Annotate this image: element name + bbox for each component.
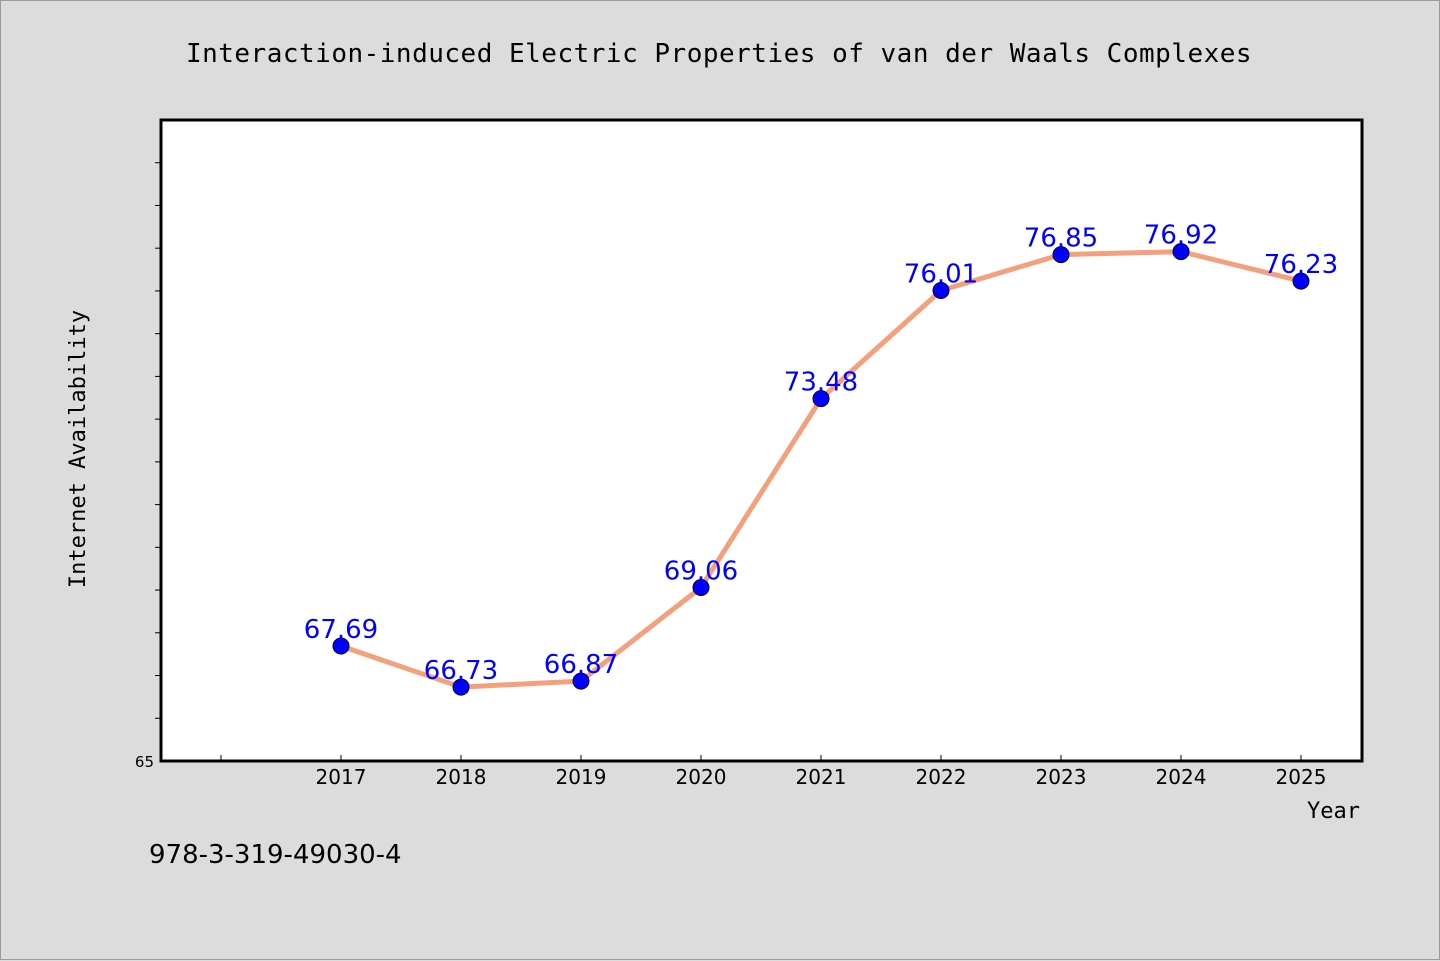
x-axis-ticks: 2017 2018 2019 2020 2021 2022 2023 2024 2025 bbox=[220, 755, 1327, 789]
x-tick-label: 2025 bbox=[1276, 765, 1327, 789]
data-label: 76.85 bbox=[1024, 224, 1098, 254]
x-tick-label: 2022 bbox=[916, 765, 967, 789]
x-tick-label: 2017 bbox=[316, 765, 367, 789]
data-label: 76.92 bbox=[1144, 221, 1218, 251]
x-tick-label: 2021 bbox=[796, 765, 847, 789]
y-axis-min-label: 65 bbox=[135, 753, 154, 771]
x-tick-label: 2020 bbox=[676, 765, 727, 789]
footer-isbn: 978-3-319-49030-4 bbox=[149, 840, 402, 870]
x-tick-label: 2019 bbox=[556, 765, 607, 789]
x-tick-label: 2023 bbox=[1036, 765, 1087, 789]
data-point bbox=[1172, 243, 1190, 261]
data-point bbox=[812, 390, 830, 408]
data-label: 73.48 bbox=[784, 368, 858, 398]
data-point bbox=[572, 672, 590, 690]
data-point bbox=[1052, 246, 1070, 264]
data-label: 66.87 bbox=[544, 650, 618, 680]
data-point bbox=[932, 282, 950, 300]
x-axis-title: Year bbox=[1307, 799, 1360, 824]
data-label: 67.69 bbox=[304, 615, 378, 645]
data-point bbox=[332, 637, 350, 655]
plot-area bbox=[159, 118, 1364, 763]
data-label: 69.06 bbox=[664, 557, 738, 587]
data-label: 76.01 bbox=[904, 260, 978, 290]
x-tick-label: 2024 bbox=[1156, 765, 1207, 789]
data-points bbox=[332, 243, 1310, 696]
data-label: 66.73 bbox=[424, 656, 498, 686]
data-point bbox=[1292, 272, 1310, 290]
y-axis-title: Internet Availability bbox=[66, 310, 91, 588]
data-label: 76.23 bbox=[1264, 250, 1338, 280]
data-point bbox=[692, 579, 710, 596]
data-labels: 67.69 66.73 66.87 69.06 73.48 76.01 76.85 76.92… bbox=[304, 221, 1338, 686]
y-axis-ticks bbox=[155, 162, 161, 719]
x-tick-label: 2018 bbox=[436, 765, 487, 789]
chart-title: Interaction-induced Electric Properties … bbox=[186, 39, 1252, 69]
data-point bbox=[452, 678, 470, 696]
